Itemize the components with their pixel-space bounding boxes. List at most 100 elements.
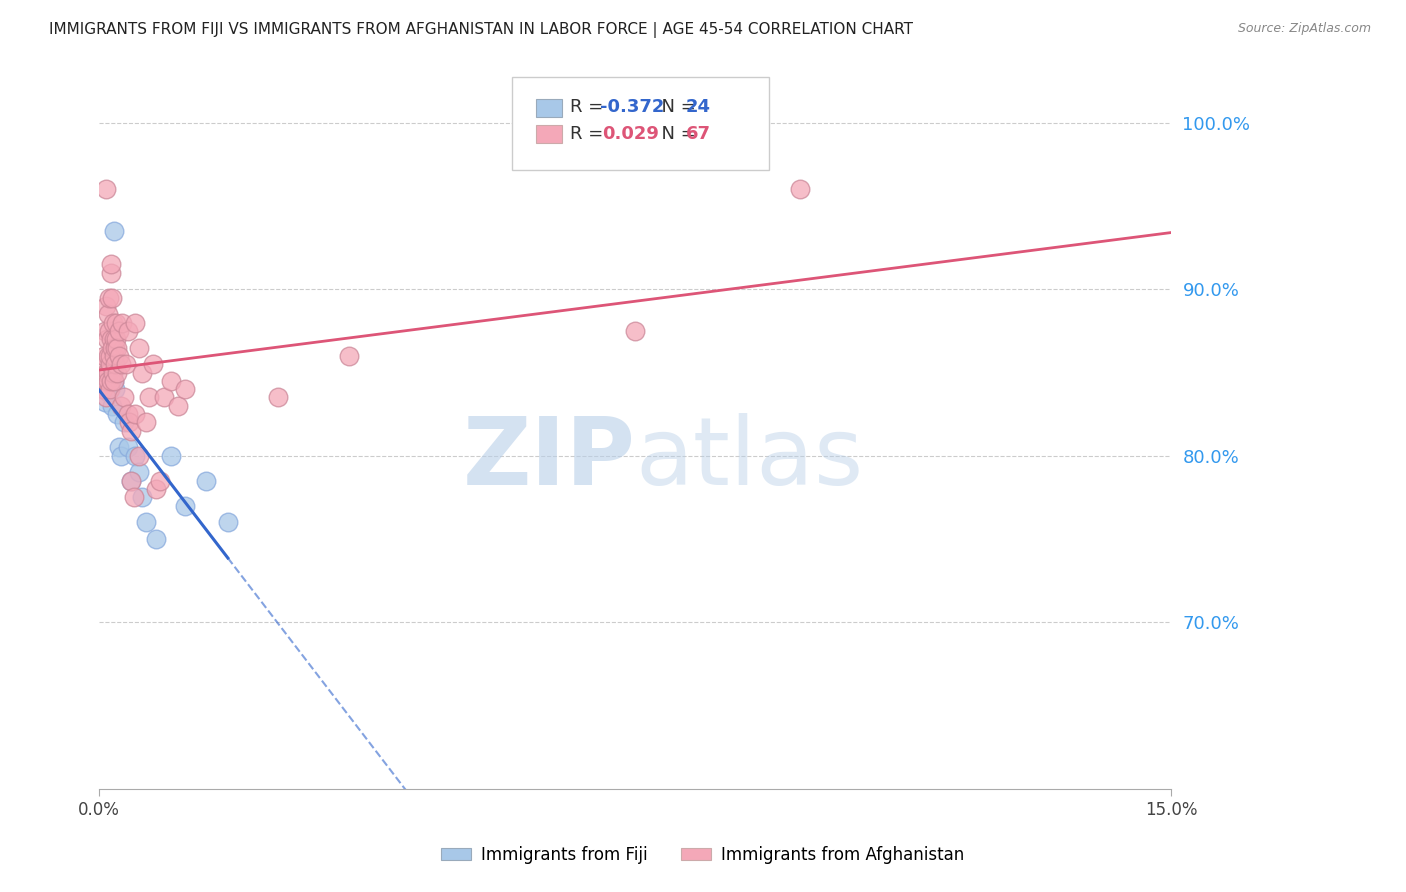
Point <box>120 474 142 488</box>
Point <box>103 374 125 388</box>
Point <box>98 349 121 363</box>
Point <box>112 391 135 405</box>
Point <box>174 382 197 396</box>
Text: R =: R = <box>569 98 609 116</box>
Point <box>100 266 122 280</box>
Point <box>120 474 142 488</box>
Point <box>104 316 127 330</box>
Point <box>195 474 218 488</box>
Point <box>124 449 146 463</box>
Point <box>97 366 120 380</box>
Point <box>101 316 124 330</box>
Point <box>91 357 114 371</box>
Text: -0.372: -0.372 <box>600 98 664 116</box>
FancyBboxPatch shape <box>536 99 562 117</box>
Point <box>108 441 131 455</box>
Point <box>112 416 135 430</box>
Point <box>103 374 125 388</box>
Point <box>96 391 118 405</box>
Text: Source: ZipAtlas.com: Source: ZipAtlas.com <box>1237 22 1371 36</box>
Point <box>115 357 138 371</box>
Point <box>98 382 121 396</box>
Point <box>97 385 120 400</box>
Point <box>145 482 167 496</box>
Point <box>152 391 174 405</box>
Point <box>97 307 120 321</box>
Point <box>267 391 290 405</box>
Point <box>166 399 188 413</box>
Point <box>104 382 127 396</box>
Point <box>105 332 128 346</box>
Point <box>94 395 117 409</box>
Text: 67: 67 <box>686 125 710 143</box>
Text: 24: 24 <box>686 98 710 116</box>
Point <box>145 532 167 546</box>
Point <box>128 449 150 463</box>
Text: ZIP: ZIP <box>463 413 636 506</box>
Point <box>96 332 118 346</box>
Point <box>111 316 134 330</box>
Text: N =: N = <box>650 98 702 116</box>
Text: R =: R = <box>569 125 609 143</box>
Point <box>117 407 139 421</box>
Point <box>149 474 172 488</box>
Point <box>131 491 153 505</box>
Point <box>96 182 118 196</box>
Point <box>159 374 181 388</box>
Point <box>120 424 142 438</box>
Point <box>100 257 122 271</box>
Point <box>97 349 120 363</box>
Point <box>117 441 139 455</box>
Point <box>98 379 121 393</box>
Point <box>98 291 121 305</box>
Point <box>135 416 157 430</box>
FancyBboxPatch shape <box>536 125 562 143</box>
Point <box>108 349 131 363</box>
Text: 0.029: 0.029 <box>602 125 659 143</box>
Point <box>107 324 129 338</box>
Point <box>93 349 115 363</box>
Point <box>100 374 122 388</box>
Point <box>337 349 360 363</box>
Point <box>97 374 120 388</box>
Text: N =: N = <box>650 125 702 143</box>
Point <box>128 341 150 355</box>
Point <box>142 357 165 371</box>
Point <box>105 366 128 380</box>
Point <box>217 516 239 530</box>
Point <box>104 357 127 371</box>
Point <box>101 399 124 413</box>
Point <box>103 349 125 363</box>
Point <box>101 366 124 380</box>
Point <box>117 324 139 338</box>
Point <box>94 324 117 338</box>
Point <box>122 491 145 505</box>
Point <box>96 382 118 396</box>
Point <box>174 499 197 513</box>
Point <box>124 407 146 421</box>
Point <box>98 324 121 338</box>
Point <box>138 391 160 405</box>
Point <box>104 341 127 355</box>
Point <box>789 182 811 196</box>
Point <box>94 299 117 313</box>
Point <box>103 224 125 238</box>
Point <box>94 374 117 388</box>
Text: IMMIGRANTS FROM FIJI VS IMMIGRANTS FROM AFGHANISTAN IN LABOR FORCE | AGE 45-54 C: IMMIGRANTS FROM FIJI VS IMMIGRANTS FROM … <box>49 22 914 38</box>
Point <box>105 407 128 421</box>
Point <box>128 466 150 480</box>
Point <box>124 316 146 330</box>
Point <box>131 366 153 380</box>
FancyBboxPatch shape <box>512 77 769 169</box>
Point <box>101 291 124 305</box>
Point <box>91 374 114 388</box>
Point <box>110 399 132 413</box>
Point <box>100 332 122 346</box>
Point <box>135 516 157 530</box>
Point <box>98 357 121 371</box>
Point <box>110 449 132 463</box>
Point <box>118 416 141 430</box>
Point <box>101 341 124 355</box>
Point <box>103 332 125 346</box>
Point <box>159 449 181 463</box>
